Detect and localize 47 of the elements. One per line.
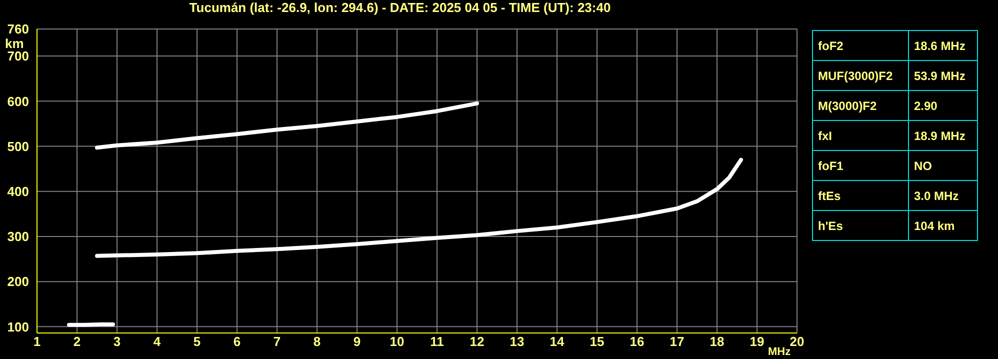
category-label: ftEs [812, 180, 908, 210]
category-label: foF2 [812, 30, 908, 60]
x-tick-label: 10 [390, 334, 404, 350]
x-tick-label: 2 [73, 334, 81, 350]
text: 3.0 MHz [914, 188, 959, 202]
line-series [95, 101, 479, 150]
x-tick-label: 14 [550, 334, 565, 350]
category-label: fxI [812, 120, 908, 150]
y-tick-label: 700 [7, 48, 29, 64]
text: 18.6 MHz [914, 38, 966, 52]
y-tick-label: 600 [7, 94, 29, 109]
x-tick-label: 6 [233, 334, 241, 350]
y-tick-label: 400 [7, 184, 29, 199]
text: 104 km [914, 218, 955, 232]
line-series [95, 158, 743, 258]
category-label: h'Es [812, 210, 908, 240]
category-label: M(3000)F2 [812, 90, 908, 120]
x-tick-label: 15 [590, 334, 604, 350]
y-tick-label: 760 [7, 22, 29, 37]
category-label: MUF(3000)F2 [812, 60, 908, 90]
y-tick-label: 500 [7, 138, 29, 154]
x-tick-label: 1 [33, 334, 41, 350]
x-axis-title: MHz [768, 346, 791, 358]
x-tick-label: 3 [113, 334, 121, 350]
x-tick-label: 8 [313, 334, 321, 350]
x-tick-label: 11 [430, 334, 444, 350]
x-tick-label: 9 [353, 334, 361, 350]
text: 2.90 [914, 98, 938, 112]
x-tick-label: 16 [630, 334, 644, 350]
y-tick-label: 300 [7, 229, 29, 244]
y-tick-label: 100 [7, 319, 29, 334]
x-tick-label: 12 [470, 334, 484, 350]
x-tick-label: 5 [193, 334, 201, 350]
x-tick-label: 13 [510, 334, 524, 350]
x-tick-label: 7 [273, 334, 281, 350]
x-tick-label: 4 [153, 334, 162, 350]
x-tick-label: 20 [790, 334, 804, 350]
text: 18.9 MHz [914, 128, 966, 142]
x-tick-label: 18 [710, 334, 724, 350]
text: 53.9 MHz [914, 68, 966, 82]
text: NO [914, 158, 932, 172]
y-tick-label: 200 [7, 274, 29, 290]
y-axis-title: km [5, 36, 24, 51]
x-tick-label: 19 [750, 334, 764, 350]
x-tick-label: 17 [670, 334, 684, 350]
category-label: foF1 [812, 150, 908, 180]
chart-title: Tucumán (lat: -26.9, lon: 294.6) - DATE: 2025 04 05 - TIME (UT): 23:40 [188, 0, 612, 15]
